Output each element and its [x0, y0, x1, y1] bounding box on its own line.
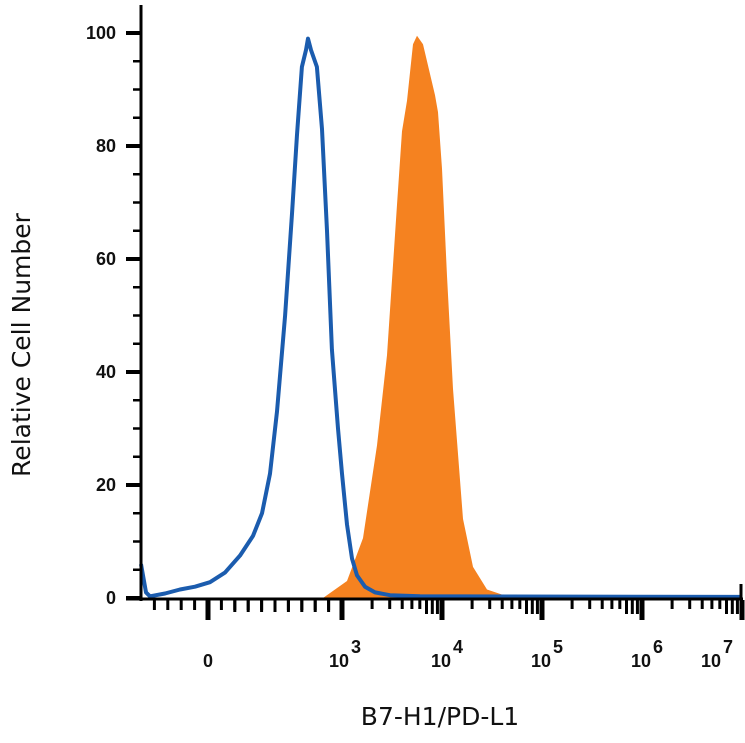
x-tick-base: 0 [203, 651, 213, 671]
y-tick-label: 20 [96, 475, 116, 495]
x-tick-label: 107 [701, 637, 733, 671]
x-tick-base: 10 [631, 651, 651, 671]
axes-layer [126, 5, 745, 620]
y-tick-label: 60 [96, 249, 116, 269]
x-tick-exponent: 6 [653, 637, 663, 657]
x-tick-exponent: 5 [553, 637, 563, 657]
x-tick-exponent: 7 [723, 637, 733, 657]
x-tick-label: 105 [531, 637, 563, 671]
y-tick-label: 100 [86, 23, 116, 43]
y-tick-label: 40 [96, 362, 116, 382]
x-tick-label: 106 [631, 637, 663, 671]
x-tick-exponent: 3 [351, 637, 361, 657]
x-tick-exponent: 4 [453, 637, 463, 657]
y-axis-title: Relative Cell Number [7, 212, 36, 477]
x-axis-title: B7-H1/PD-L1 [361, 702, 519, 731]
x-tick-label: 104 [431, 637, 463, 671]
x-tick-base: 10 [701, 651, 721, 671]
x-tick-base: 10 [531, 651, 551, 671]
y-tick-label: 0 [106, 588, 116, 608]
histogram-outline-series [139, 36, 740, 599]
x-tick-base: 10 [329, 651, 349, 671]
series-layer [139, 35, 740, 599]
x-tick-base: 10 [431, 651, 451, 671]
x-tick-label: 0 [203, 651, 213, 671]
y-tick-label: 80 [96, 136, 116, 156]
histogram-filled-series [141, 35, 740, 599]
x-tick-label: 103 [329, 637, 361, 671]
